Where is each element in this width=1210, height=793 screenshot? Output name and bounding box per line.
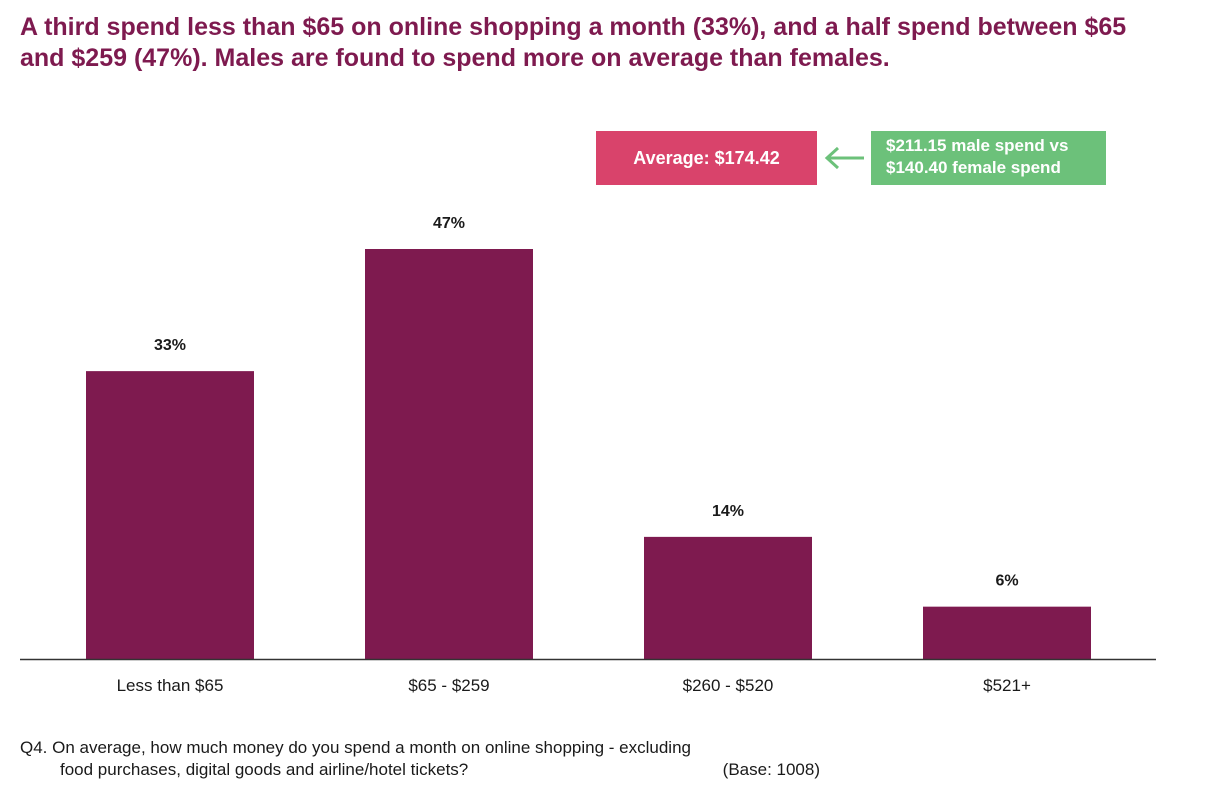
bar-2 <box>365 249 533 659</box>
gender-spend-line-1: $211.15 male spend vs <box>886 136 1069 155</box>
bar-4 <box>923 606 1091 659</box>
bar-3 <box>644 536 812 659</box>
bar-1 <box>86 371 254 659</box>
gender-spend-line-2: $140.40 female spend <box>886 158 1061 177</box>
data-label-3: 14% <box>712 503 744 520</box>
gender-spend-callout: $211.15 male spend vs $140.40 female spe… <box>871 131 1106 185</box>
question-line-1: Q4. On average, how much money do you sp… <box>20 738 691 757</box>
category-label-1: Less than $65 <box>117 676 224 695</box>
question-footnote: Q4. On average, how much money do you sp… <box>20 737 820 781</box>
headline: A third spend less than $65 on online sh… <box>20 13 1127 72</box>
data-label-1: 33% <box>154 337 186 354</box>
category-label-4: $521+ <box>983 676 1031 695</box>
arrow-left-icon <box>824 146 864 170</box>
question-line-2: food purchases, digital goods and airlin… <box>60 760 469 779</box>
category-label-2: $65 - $259 <box>408 676 489 695</box>
data-label-4: 6% <box>995 573 1018 590</box>
category-label-3: $260 - $520 <box>683 676 774 695</box>
data-label-2: 47% <box>433 215 465 232</box>
average-callout: Average: $174.42 <box>596 131 817 185</box>
base-count: (Base: 1008) <box>722 760 820 779</box>
